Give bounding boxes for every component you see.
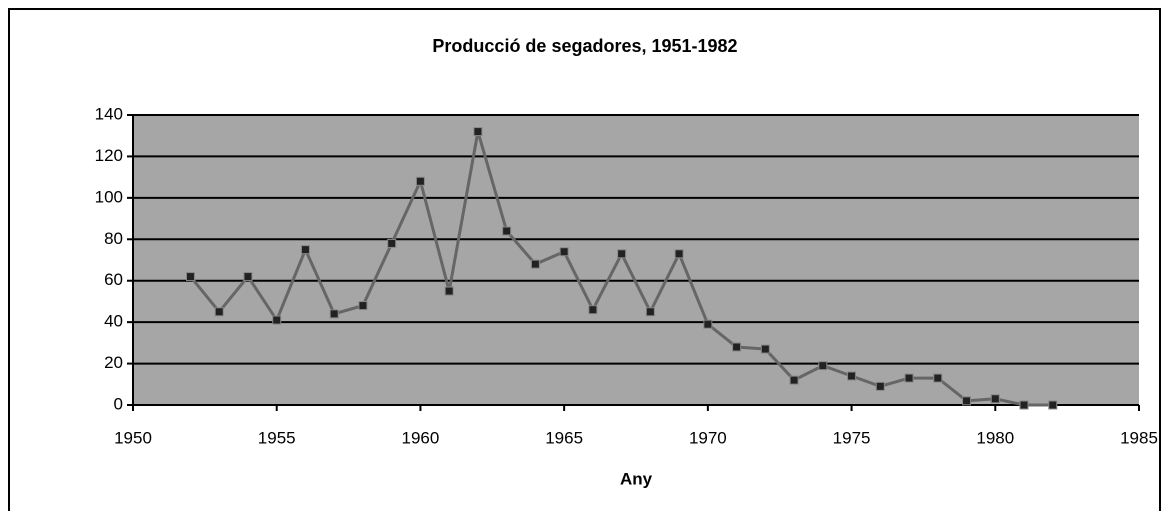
marker: [502, 226, 512, 236]
marker: [272, 315, 282, 325]
marker: [703, 319, 713, 329]
marker: [588, 305, 598, 315]
marker: [789, 375, 799, 385]
marker: [847, 371, 857, 381]
marker: [185, 272, 195, 282]
x-tick-label: 1960: [402, 428, 440, 447]
y-tick-label: 60: [104, 270, 123, 289]
marker: [1019, 400, 1029, 410]
x-tick-label: 1985: [1120, 428, 1158, 447]
marker: [674, 249, 684, 259]
marker: [645, 307, 655, 317]
y-tick-label: 80: [104, 229, 123, 248]
marker: [818, 361, 828, 371]
marker: [243, 272, 253, 282]
marker: [990, 394, 1000, 404]
marker: [473, 127, 483, 137]
chart-title: Producció de segadores, 1951-1982: [432, 36, 737, 56]
x-tick-label: 1980: [976, 428, 1014, 447]
marker: [962, 396, 972, 406]
y-tick-label: 0: [114, 394, 123, 413]
marker: [444, 286, 454, 296]
x-tick-label: 1965: [545, 428, 583, 447]
marker: [358, 301, 368, 311]
marker: [530, 259, 540, 269]
x-tick-label: 1975: [833, 428, 871, 447]
x-tick-label: 1950: [114, 428, 152, 447]
marker: [904, 373, 914, 383]
marker: [214, 307, 224, 317]
marker: [875, 381, 885, 391]
marker: [732, 342, 742, 352]
x-axis-label: Any: [620, 469, 653, 488]
y-tick-label: 120: [95, 146, 123, 165]
marker: [760, 344, 770, 354]
marker: [387, 238, 397, 248]
y-tick-label: 20: [104, 353, 123, 372]
y-tick-label: 100: [95, 187, 123, 206]
plot-area: [133, 115, 1139, 405]
marker: [559, 247, 569, 257]
marker: [1048, 400, 1058, 410]
marker: [415, 176, 425, 186]
x-tick-label: 1970: [689, 428, 727, 447]
x-tick-label: 1955: [258, 428, 296, 447]
marker: [933, 373, 943, 383]
marker: [300, 245, 310, 255]
y-tick-label: 140: [95, 104, 123, 123]
marker: [617, 249, 627, 259]
marker: [329, 309, 339, 319]
y-tick-label: 40: [104, 312, 123, 331]
